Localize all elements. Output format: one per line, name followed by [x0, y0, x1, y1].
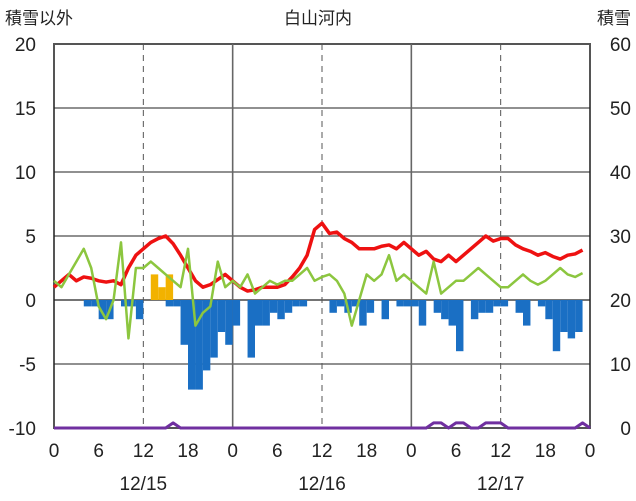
blue-bar: [515, 300, 523, 313]
green-series-line: [53, 241, 584, 340]
blue-bar: [485, 300, 494, 313]
blue-bar: [299, 300, 308, 307]
day-label: 12/15: [120, 474, 168, 495]
blue-bar: [180, 300, 188, 345]
y-tick-left: -5: [19, 355, 36, 376]
x-tick-label: 0: [227, 441, 238, 462]
blue-bar: [493, 300, 501, 307]
blue-bar: [232, 300, 241, 326]
x-tick-label: 18: [535, 441, 556, 462]
blue-bar: [567, 300, 576, 339]
y-tick-right: 50: [610, 99, 631, 120]
blue-bar: [83, 300, 92, 307]
blue-bar: [173, 300, 181, 307]
blue-bar: [500, 300, 509, 307]
y-tick-left: 0: [25, 291, 36, 312]
x-tick-label: 0: [406, 441, 417, 462]
blue-bar: [277, 300, 285, 320]
blue-bar: [418, 300, 427, 326]
right-axis-title: 積雪: [597, 9, 631, 29]
blue-bar: [537, 300, 546, 307]
left-axis-title: 積雪以外: [5, 9, 73, 29]
yellow-bar: [150, 274, 159, 300]
day-label: 12/16: [298, 474, 346, 495]
y-tick-right: 60: [610, 35, 631, 56]
blue-bar: [284, 300, 293, 313]
purple-series-line: [54, 421, 591, 430]
blue-bar: [456, 300, 464, 352]
blue-bar: [247, 300, 255, 358]
yellow-bar: [165, 274, 174, 300]
x-tick-label: 18: [356, 441, 377, 462]
blue-bar: [336, 300, 345, 307]
x-tick-label: 6: [451, 441, 462, 462]
y-tick-right: 10: [610, 355, 631, 376]
blue-bar: [441, 300, 449, 320]
blue-bar: [91, 300, 99, 307]
red-series-line: [52, 221, 584, 293]
blue-bar: [560, 300, 568, 332]
y-tick-left: -10: [9, 419, 36, 440]
blue-bar: [269, 300, 278, 313]
chart-title: 白山河内: [284, 9, 352, 29]
y-tick-left: 5: [25, 227, 36, 248]
x-tick-label: 12: [311, 441, 332, 462]
x-tick-label: 0: [49, 441, 60, 462]
y-tick-left: 20: [15, 35, 36, 56]
blue-bar: [523, 300, 531, 326]
blue-bar: [165, 300, 174, 307]
x-tick-label: 12: [133, 441, 154, 462]
blue-bar: [202, 300, 211, 371]
blue-bar: [292, 300, 300, 307]
blue-bar: [329, 300, 337, 313]
blue-bar: [255, 300, 263, 326]
blue-bar: [195, 300, 203, 390]
blue-bar: [351, 300, 360, 307]
x-tick-label: 12: [490, 441, 511, 462]
blue-bar: [433, 300, 442, 313]
y-tick-right: 0: [620, 419, 631, 440]
blue-bar: [470, 300, 479, 320]
blue-bar: [262, 300, 270, 326]
blue-bar: [359, 300, 367, 326]
blue-bar: [188, 300, 196, 390]
blue-bar: [403, 300, 412, 307]
blue-bar: [381, 300, 389, 320]
blue-bar: [478, 300, 486, 313]
blue-bar: [217, 300, 226, 332]
blue-bar: [448, 300, 456, 326]
blue-bar: [545, 300, 553, 320]
blue-bar: [210, 300, 218, 358]
y-tick-left: 15: [15, 99, 36, 120]
blue-bar: [135, 300, 144, 320]
y-tick-right: 20: [610, 291, 631, 312]
y-tick-right: 40: [610, 163, 631, 184]
blue-bar: [411, 300, 419, 307]
x-tick-label: 6: [93, 441, 104, 462]
day-label: 12/17: [477, 474, 525, 495]
x-tick-label: 0: [585, 441, 596, 462]
x-tick-label: 6: [272, 441, 283, 462]
x-tick-label: 18: [177, 441, 198, 462]
blue-bar: [552, 300, 561, 352]
blue-bar: [366, 300, 375, 313]
blue-bar: [575, 300, 583, 332]
blue-bar: [225, 300, 233, 345]
blue-bar: [98, 300, 107, 320]
blue-bar: [396, 300, 404, 307]
y-tick-left: 10: [15, 163, 36, 184]
yellow-bar: [158, 287, 166, 300]
y-tick-right: 30: [610, 227, 631, 248]
